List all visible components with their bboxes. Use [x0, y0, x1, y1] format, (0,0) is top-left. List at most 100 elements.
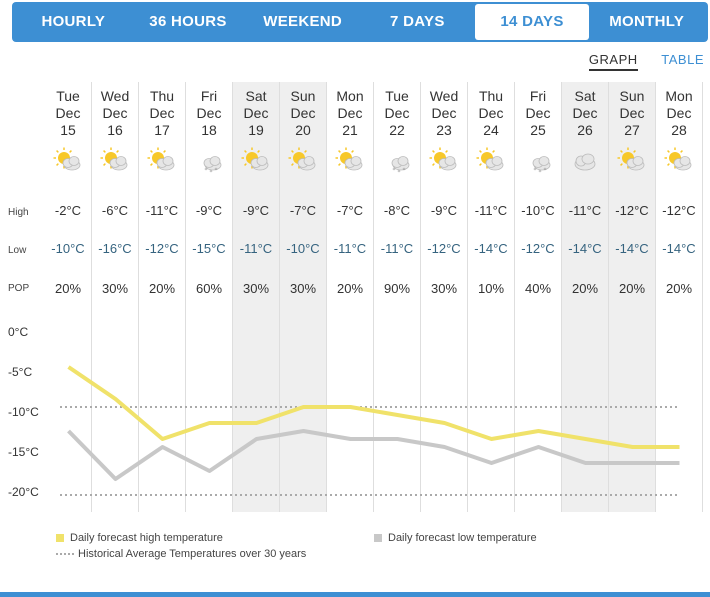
day-column: Sun Dec 20 -7°C -10°C 30% — [280, 82, 327, 512]
y-tick-label: 0°C — [8, 325, 29, 339]
sun-cloud-icon — [147, 147, 175, 171]
day-date: 23 — [436, 122, 452, 138]
day-column: Mon Dec 21 -7°C -11°C 20% — [327, 82, 374, 512]
snow-cloud-icon: * * * — [203, 156, 222, 176]
pop-value: 20% — [336, 281, 364, 296]
sun-cloud-icon — [100, 147, 128, 171]
pop-value: 60% — [195, 281, 223, 296]
svg-text:*: * — [398, 169, 401, 176]
day-name: Sat Dec 26 — [562, 88, 608, 139]
day-name: Thu Dec 24 — [468, 88, 514, 139]
day-column: Fri Dec 18 * * * -9°C -15°C 60% — [186, 82, 233, 512]
pop-value: 20% — [618, 281, 646, 296]
pop-value: 30% — [289, 281, 317, 296]
day-month: Dec — [243, 105, 269, 121]
legend-historical-label: Historical Average Temperatures over 30 … — [78, 548, 307, 560]
day-name: Tue Dec 15 — [45, 88, 91, 139]
day-name: Sat Dec 19 — [233, 88, 279, 139]
legend-low-swatch — [374, 534, 382, 543]
high-temp: -6°C — [101, 203, 129, 218]
day-of-week: Thu — [478, 88, 504, 104]
svg-text:*: * — [215, 167, 218, 174]
day-of-week: Sun — [290, 88, 316, 104]
day-month: Dec — [619, 105, 645, 121]
tab-monthly[interactable]: MONTHLY — [609, 13, 685, 30]
day-column: Thu Dec 17 -11°C -12°C 20% — [139, 82, 186, 512]
day-of-week: Thu — [149, 88, 175, 104]
tab-36-hours[interactable]: 36 HOURS — [149, 13, 227, 30]
sun-cloud-icon — [429, 147, 457, 171]
day-month: Dec — [572, 105, 598, 121]
low-temp: -12°C — [427, 241, 461, 256]
low-temp: -14°C — [568, 241, 602, 256]
tab-14-days[interactable]: 14 DAYS — [474, 4, 590, 40]
legend-low-label: Daily forecast low temperature — [388, 532, 537, 544]
day-column: Wed Dec 16 -6°C -16°C 30% — [92, 82, 139, 512]
day-date: 16 — [107, 122, 123, 138]
low-temp: -15°C — [192, 241, 226, 256]
high-temp: -8°C — [383, 203, 411, 218]
pop-value: 30% — [430, 281, 458, 296]
low-temp: -14°C — [662, 241, 696, 256]
day-name: Wed Dec 23 — [421, 88, 467, 139]
high-temp: -11°C — [145, 203, 179, 218]
pop-value: 90% — [383, 281, 411, 296]
day-date: 22 — [389, 122, 405, 138]
high-temp-line — [67, 365, 680, 449]
svg-text:*: * — [393, 167, 396, 174]
pop-value: 40% — [524, 281, 552, 296]
low-temp: -14°C — [474, 241, 508, 256]
sun-cloud-icon — [335, 147, 363, 171]
high-temp: -11°C — [474, 203, 508, 218]
pop-value: 20% — [665, 281, 693, 296]
pop-value: 20% — [571, 281, 599, 296]
legend-historical-swatch — [56, 553, 74, 556]
snow-cloud-icon: * * * — [391, 156, 410, 176]
day-column: Thu Dec 24 -11°C -14°C 10% — [468, 82, 515, 512]
day-month: Dec — [666, 105, 692, 121]
day-of-week: Sat — [574, 88, 596, 104]
day-month: Dec — [149, 105, 175, 121]
day-month: Dec — [384, 105, 410, 121]
pop-value: 20% — [54, 281, 82, 296]
day-name: Sun Dec 20 — [280, 88, 326, 139]
low-temp: -14°C — [615, 241, 649, 256]
snow-cloud-icon: * * * — [532, 156, 551, 176]
cloud-icon — [574, 153, 596, 171]
day-name: Mon Dec 21 — [327, 88, 373, 139]
high-temp: -11°C — [568, 203, 602, 218]
pop-value: 30% — [101, 281, 129, 296]
graph-toggle[interactable]: GRAPH — [588, 52, 638, 71]
low-temp: -11°C — [333, 241, 367, 256]
day-of-week: Wed — [429, 88, 459, 104]
day-month: Dec — [196, 105, 222, 121]
day-month: Dec — [337, 105, 363, 121]
tab-weekend[interactable]: WEEKEND — [263, 13, 343, 30]
high-temp: -7°C — [289, 203, 317, 218]
day-of-week: Tue — [385, 88, 409, 104]
tab-hourly[interactable]: HOURLY — [41, 13, 106, 30]
day-date: 27 — [624, 122, 640, 138]
high-temp: -9°C — [430, 203, 458, 218]
day-column: Wed Dec 23 -9°C -12°C 30% — [421, 82, 468, 512]
y-tick-label: -10°C — [8, 405, 39, 419]
day-month: Dec — [290, 105, 316, 121]
tab-7-days[interactable]: 7 DAYS — [390, 13, 445, 30]
high-temp: -9°C — [242, 203, 270, 218]
sun-cloud-icon — [288, 147, 316, 171]
svg-text:*: * — [205, 167, 208, 174]
table-toggle[interactable]: TABLE — [661, 52, 704, 67]
sun-cloud-icon — [664, 147, 692, 171]
day-name: Fri Dec 18 — [186, 88, 232, 139]
day-date: 25 — [530, 122, 546, 138]
legend-high: Daily forecast high temperature — [56, 532, 223, 544]
high-temp: -12°C — [615, 203, 649, 218]
sun-cloud-icon — [617, 147, 645, 171]
svg-text:*: * — [403, 167, 406, 174]
day-month: Dec — [431, 105, 457, 121]
high-temp: -9°C — [195, 203, 223, 218]
day-of-week: Sat — [245, 88, 267, 104]
day-date: 17 — [154, 122, 170, 138]
day-month: Dec — [525, 105, 551, 121]
